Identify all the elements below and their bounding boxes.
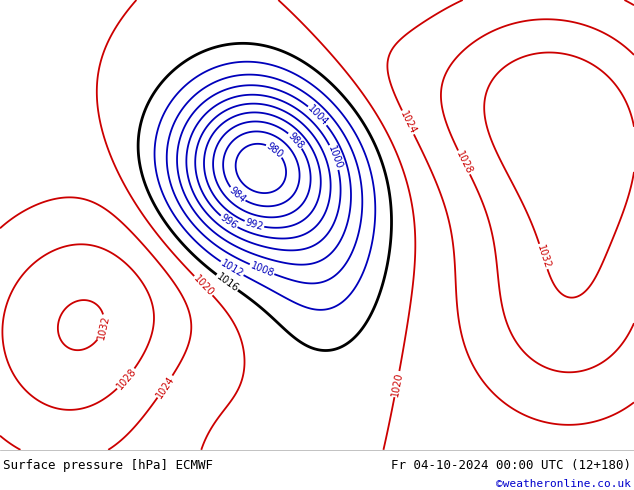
Text: 1008: 1008 xyxy=(249,260,275,279)
Text: 1032: 1032 xyxy=(96,315,111,341)
Text: 980: 980 xyxy=(264,141,285,160)
Text: Surface pressure [hPa] ECMWF: Surface pressure [hPa] ECMWF xyxy=(3,459,213,471)
Text: 1020: 1020 xyxy=(191,273,216,298)
Text: 1024: 1024 xyxy=(398,109,418,136)
Text: 1024: 1024 xyxy=(154,374,176,400)
Text: 1004: 1004 xyxy=(306,103,330,127)
Text: 1028: 1028 xyxy=(454,149,474,176)
Text: 1000: 1000 xyxy=(326,144,344,171)
Text: ©weatheronline.co.uk: ©weatheronline.co.uk xyxy=(496,479,631,489)
Text: 1012: 1012 xyxy=(219,258,245,279)
Text: 1032: 1032 xyxy=(534,243,552,270)
Text: Fr 04-10-2024 00:00 UTC (12+180): Fr 04-10-2024 00:00 UTC (12+180) xyxy=(391,459,631,471)
Text: 992: 992 xyxy=(244,217,264,232)
Text: 984: 984 xyxy=(227,185,247,204)
Text: 996: 996 xyxy=(218,213,239,231)
Text: 1028: 1028 xyxy=(114,367,138,392)
Text: 988: 988 xyxy=(286,130,306,150)
Text: 1020: 1020 xyxy=(390,371,404,397)
Text: 1016: 1016 xyxy=(214,271,240,294)
